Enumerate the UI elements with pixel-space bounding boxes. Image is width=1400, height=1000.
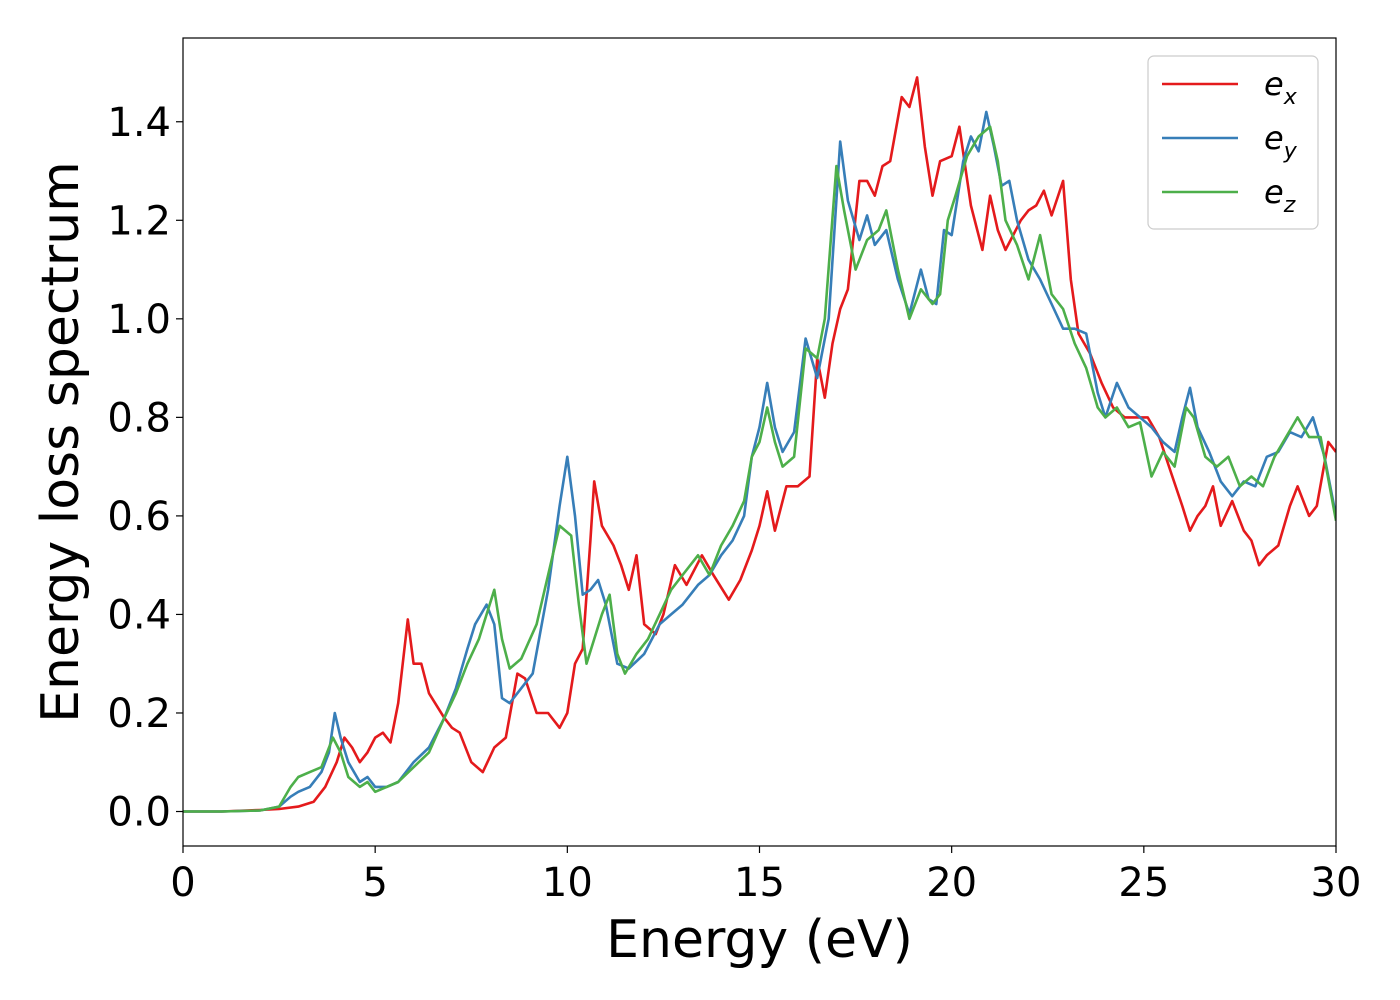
plot-frame [182,37,1337,847]
y-tick-label: 0.8 [107,395,171,441]
x-tick-label: 25 [1118,860,1169,906]
series-line-z [183,125,1336,813]
legend: ex ey ez [1147,55,1319,230]
y-tick-label: 1.4 [107,100,171,146]
series-line-y [183,110,1336,813]
y-tick-label: 0.2 [107,691,171,737]
y-tick-label: 1.0 [107,297,171,343]
y-tick-label: 0.4 [107,592,171,638]
ticks-layer: 0 5 10 15 20 25 30 0.0 0.2 0.4 0.6 0.8 1.0 1.2 1.4 [107,100,1361,906]
y-axis-title: Energy loss spectrum [31,161,91,723]
x-tick-label: 30 [1311,860,1362,906]
legend-label-y: ey [1264,119,1298,164]
x-tick-label: 10 [542,860,593,906]
legend-label-z: ez [1264,173,1296,218]
x-tick-label: 0 [170,860,195,906]
x-tick-label: 5 [362,860,387,906]
x-axis-title: Energy (eV) [606,910,913,970]
series-layer [183,76,1336,813]
legend-label-x: ex [1264,65,1298,110]
legend-box [1147,55,1319,230]
y-tick-label: 0.0 [107,790,171,836]
y-tick-label: 1.2 [107,198,171,244]
y-tick-label: 0.6 [107,494,171,540]
x-tick-label: 20 [926,860,977,906]
x-tick-label: 15 [734,860,785,906]
